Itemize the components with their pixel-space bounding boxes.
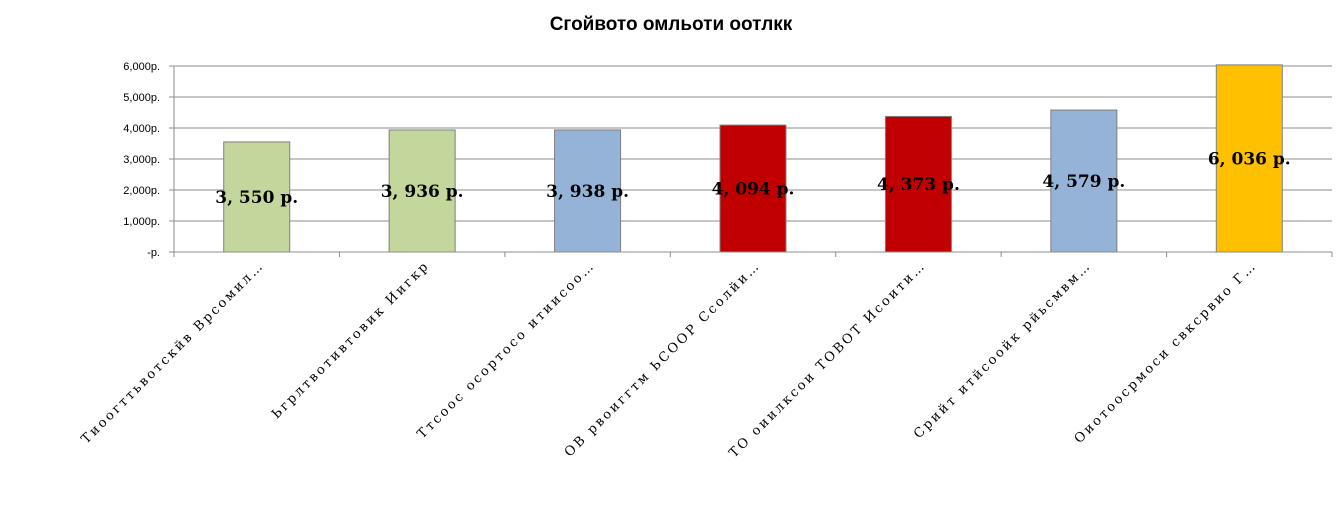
y-tick-label: 5,000р. bbox=[123, 92, 160, 104]
bar bbox=[719, 124, 787, 253]
x-tick-label: Тиоогттьвотскйв Врсомил… bbox=[79, 258, 268, 447]
y-tick-label: -р. bbox=[147, 247, 160, 259]
chart-title: Сгойвото омльоти оотлкк bbox=[549, 14, 793, 35]
bar bbox=[554, 129, 622, 253]
y-tick-label: 1,000р. bbox=[123, 216, 160, 228]
y-tick-label: 6,000р. bbox=[123, 61, 160, 73]
data-label: 4, 094 р. bbox=[712, 180, 795, 200]
data-label: 4, 579 р. bbox=[1042, 172, 1125, 192]
y-tick-label: 4,000р. bbox=[123, 123, 160, 135]
y-tick-label: 2,000р. bbox=[123, 185, 160, 197]
bar bbox=[1215, 64, 1283, 253]
x-tick-label: Ттсоос осортосо итиисоо… bbox=[415, 258, 599, 442]
data-label: 6, 036 р. bbox=[1208, 149, 1291, 169]
x-tick-label: ОВ рвоиггтм ЬСООР Ссолйи… bbox=[562, 258, 764, 460]
x-tick-label: Оиотоосрмоси свксрвио Г… bbox=[1072, 258, 1260, 446]
bar bbox=[388, 129, 456, 253]
data-label: 3, 936 р. bbox=[381, 182, 464, 202]
x-tick-label: Срийт итйсоойк рйьсмвм… bbox=[911, 258, 1095, 442]
y-tick-label: 3,000р. bbox=[123, 154, 160, 166]
x-tick-label: ТО оиилксои ТОВОТ Исоити… bbox=[727, 258, 930, 461]
bar bbox=[884, 115, 952, 253]
x-tick-label: Ьгрлтвотивтовик Иигкр bbox=[269, 258, 433, 422]
data-label: 3, 938 р. bbox=[546, 182, 629, 202]
data-label: 4, 373 р. bbox=[877, 175, 960, 195]
data-label: 3, 550 р. bbox=[215, 188, 298, 208]
